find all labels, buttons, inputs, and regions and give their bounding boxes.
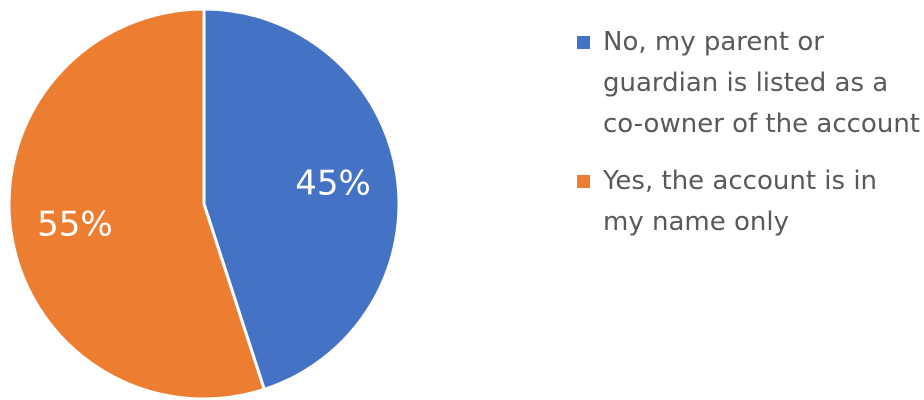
legend-swatch-no [577,36,590,49]
legend-item-no: No, my parent or guardian is listed as a… [577,22,922,145]
pie-slice-no [202,7,401,391]
pie-slice-yes [7,7,266,400]
legend-item-yes: Yes, the account is in my name only [577,161,922,243]
legend-label-no: No, my parent or guardian is listed as a… [603,27,920,139]
legend-swatch-yes [577,175,590,188]
pie-data-labels: 45% 55% [37,164,371,245]
data-label-no: 45% [295,164,371,204]
pie-slices [7,7,401,400]
legend-label-yes: Yes, the account is in my name only [603,166,878,237]
data-label-yes: 55% [37,204,113,244]
legend: No, my parent or guardian is listed as a… [577,22,922,243]
